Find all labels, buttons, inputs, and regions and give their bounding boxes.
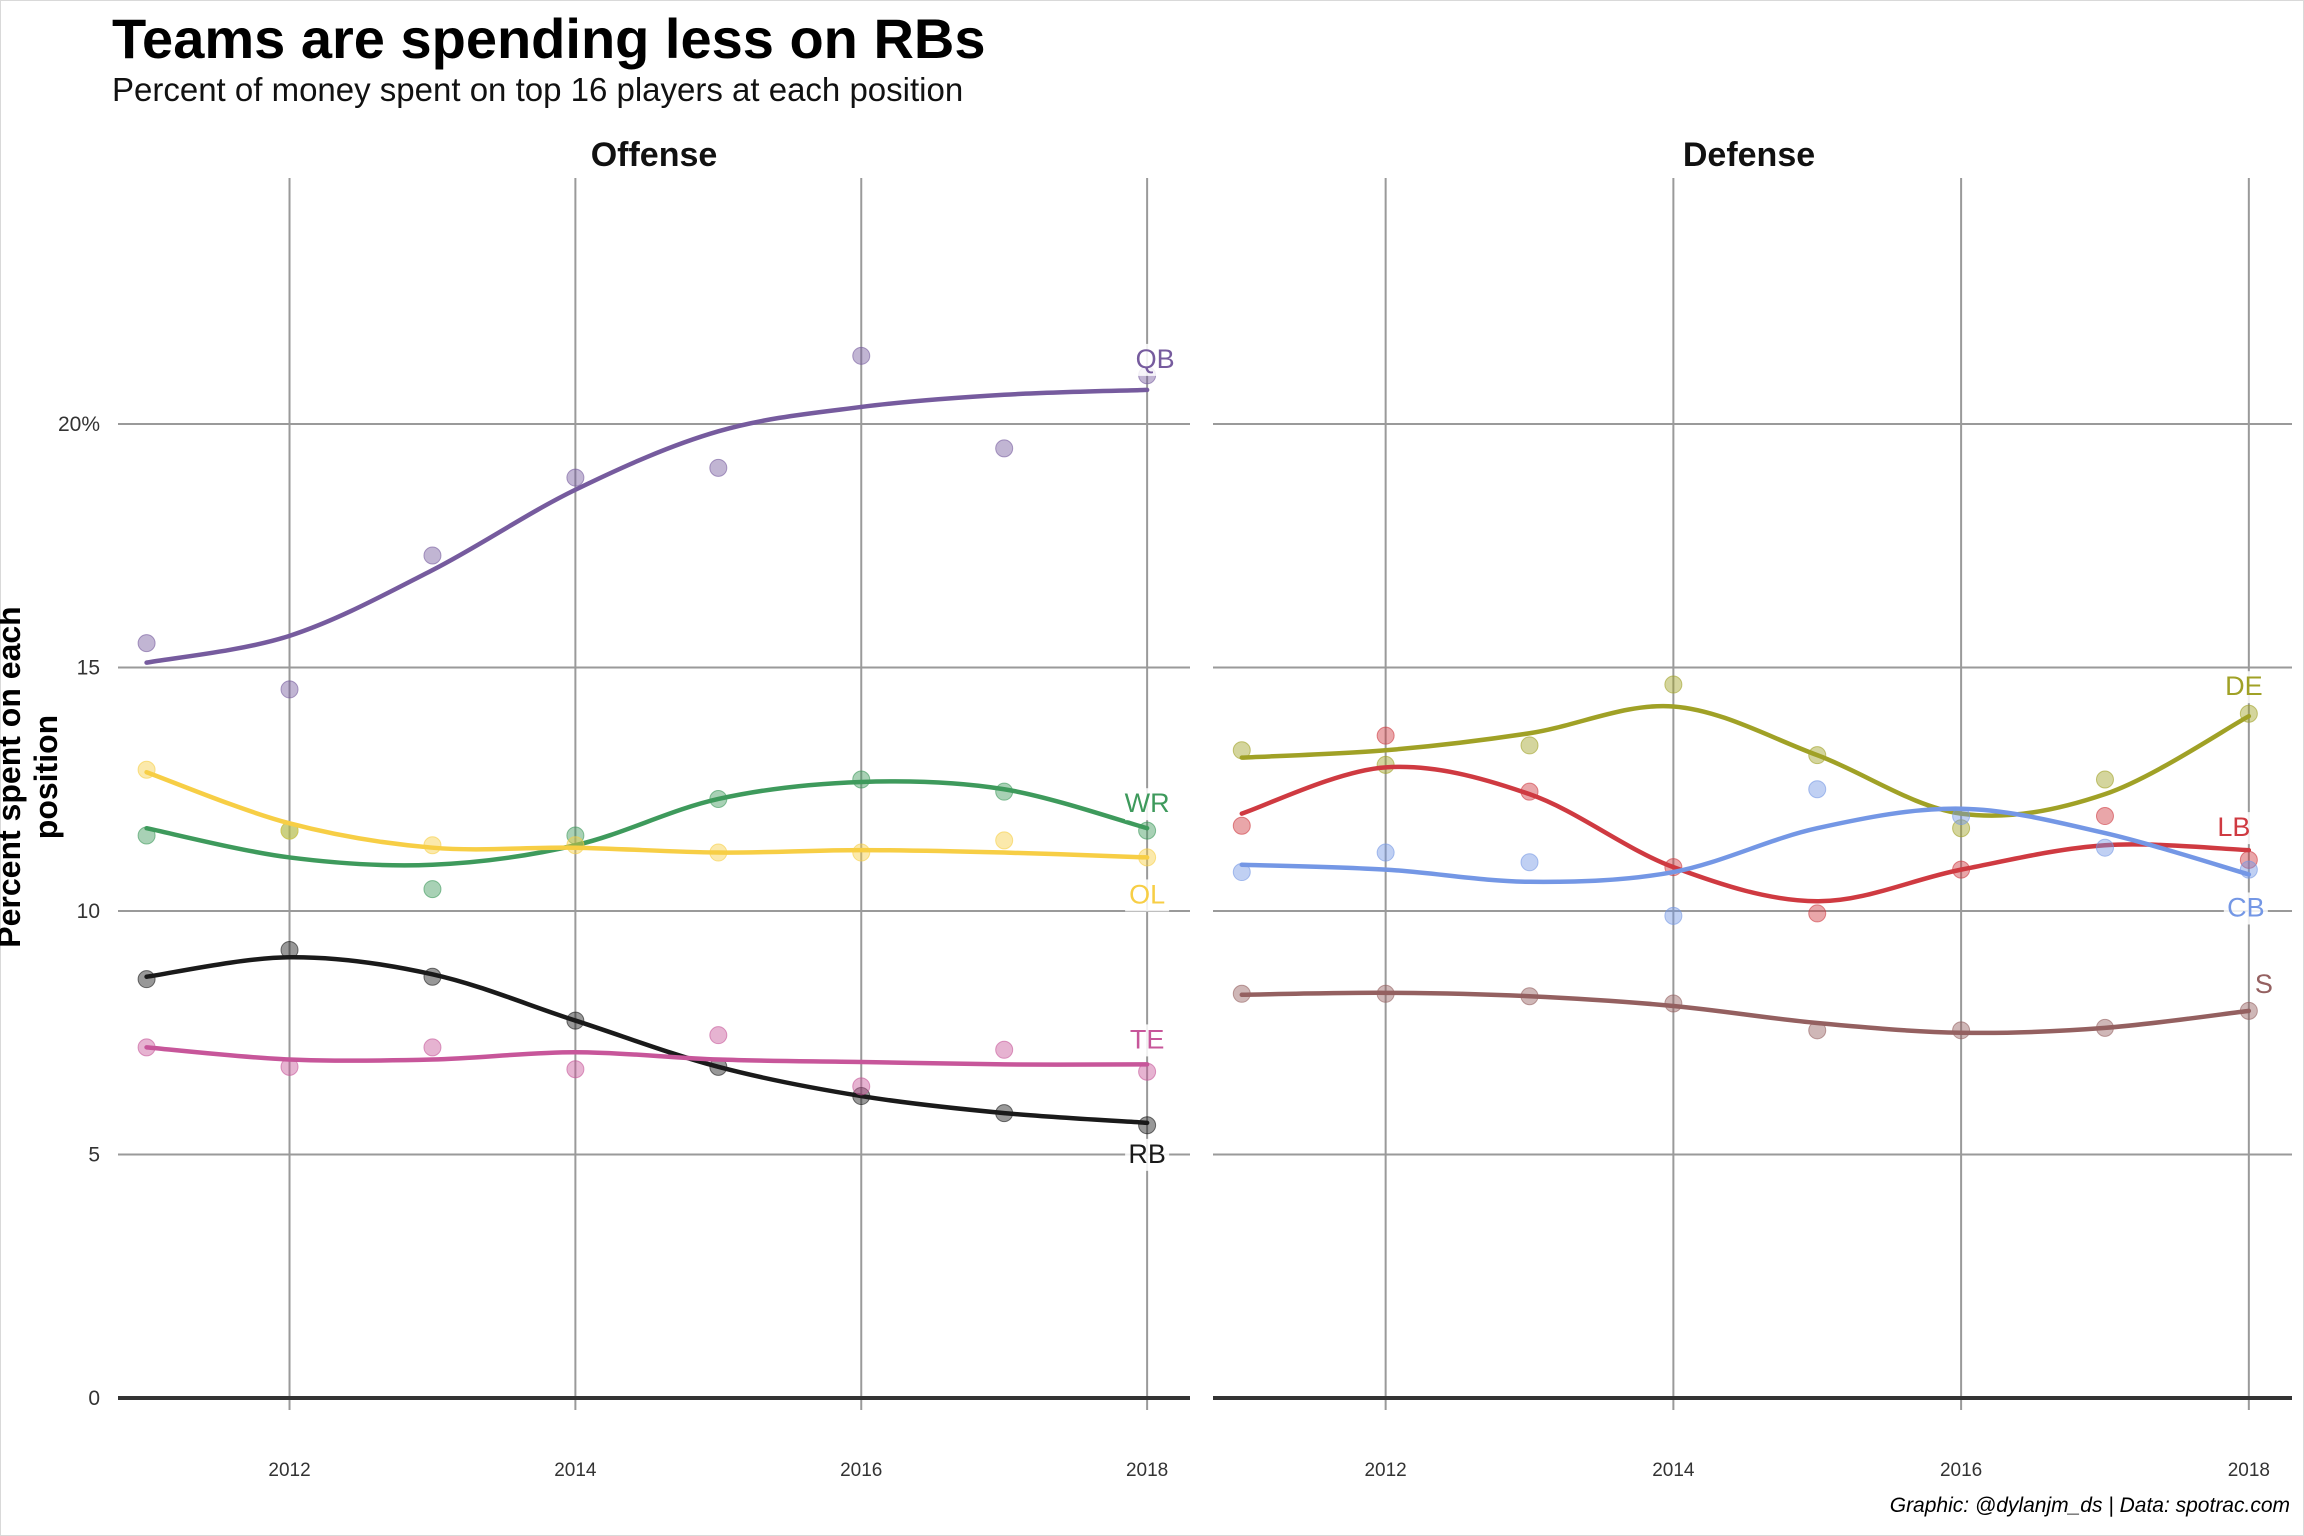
data-point xyxy=(1808,904,1827,923)
series-label-bg xyxy=(1125,1024,1170,1057)
series-line xyxy=(1239,764,2252,904)
series-label: S xyxy=(2255,969,2273,999)
data-point xyxy=(995,439,1014,458)
data-point xyxy=(1376,726,1395,745)
x-tick-label: 2012 xyxy=(1364,1460,1406,1481)
data-point xyxy=(2095,770,2114,789)
series-label-bg xyxy=(1125,879,1170,912)
chart-subtitle: Percent of money spent on top 16 players… xyxy=(112,71,964,108)
series-label-bg xyxy=(1125,788,1170,821)
chart-title: Teams are spending less on RBs xyxy=(112,7,986,70)
series-line xyxy=(1239,806,2252,885)
y-tick-label: 20% xyxy=(58,413,100,436)
series-line xyxy=(144,779,1150,868)
data-point xyxy=(280,680,299,699)
data-point xyxy=(1138,1116,1157,1135)
data-point xyxy=(1952,1021,1971,1040)
data-point xyxy=(1520,736,1539,755)
data-point xyxy=(852,346,871,365)
series-label-bg xyxy=(2223,892,2268,925)
data-point xyxy=(1520,853,1539,872)
data-point xyxy=(566,468,585,487)
series-label-bg xyxy=(1125,1138,1170,1171)
series-label-bg xyxy=(1133,343,1178,376)
data-point xyxy=(1376,843,1395,862)
y-tick-label: 15 xyxy=(77,657,100,680)
data-point xyxy=(1808,780,1827,799)
data-point xyxy=(566,836,585,855)
data-point xyxy=(709,1026,728,1045)
series-line xyxy=(1239,703,2252,818)
panel-title: Offense xyxy=(591,136,718,174)
data-point xyxy=(995,831,1014,850)
x-tick-label: 2016 xyxy=(840,1460,882,1481)
x-tick-label: 2018 xyxy=(1126,1460,1168,1481)
data-point xyxy=(137,634,156,653)
x-tick-label: 2014 xyxy=(554,1460,597,1481)
series-label: QB xyxy=(1136,344,1175,374)
x-tick-label: 2014 xyxy=(1652,1460,1695,1481)
data-point xyxy=(852,1077,871,1096)
data-point xyxy=(423,546,442,565)
data-point xyxy=(1232,816,1251,835)
data-point xyxy=(1664,906,1683,925)
data-point xyxy=(2095,838,2114,857)
data-point xyxy=(709,458,728,477)
x-tick-label: 2016 xyxy=(1940,1460,1982,1481)
series-label-bg xyxy=(2250,968,2278,1001)
data-point xyxy=(995,1040,1014,1059)
y-tick-label: 5 xyxy=(88,1144,100,1167)
y-tick-label: 0 xyxy=(88,1387,100,1410)
x-tick-label: 2012 xyxy=(268,1460,310,1481)
series-label: OL xyxy=(1129,879,1165,909)
series-label: CB xyxy=(2227,892,2265,922)
data-point xyxy=(1664,675,1683,694)
data-point xyxy=(566,1060,585,1079)
data-point xyxy=(137,970,156,989)
series-label: DE xyxy=(2225,671,2263,701)
series-line xyxy=(144,387,1150,665)
series-label-bg xyxy=(2221,671,2266,704)
chart-caption: Graphic: @dylanjm_ds | Data: spotrac.com xyxy=(1889,1494,2290,1517)
series-label: RB xyxy=(1128,1139,1166,1169)
series-label: LB xyxy=(2217,812,2250,842)
data-point xyxy=(423,1038,442,1057)
series-label: WR xyxy=(1125,788,1170,818)
series-line xyxy=(1239,990,2252,1036)
series-label: TE xyxy=(1130,1024,1165,1054)
series-label-bg xyxy=(2211,812,2256,845)
x-tick-label: 2018 xyxy=(2228,1460,2270,1481)
series-line xyxy=(144,955,1150,1126)
data-point xyxy=(852,843,871,862)
panel-title: Defense xyxy=(1683,136,1815,174)
data-point xyxy=(423,880,442,899)
series-line xyxy=(144,769,1150,860)
series-line xyxy=(144,1045,1150,1067)
y-tick-label: 10 xyxy=(77,900,100,923)
data-point xyxy=(2095,807,2114,826)
